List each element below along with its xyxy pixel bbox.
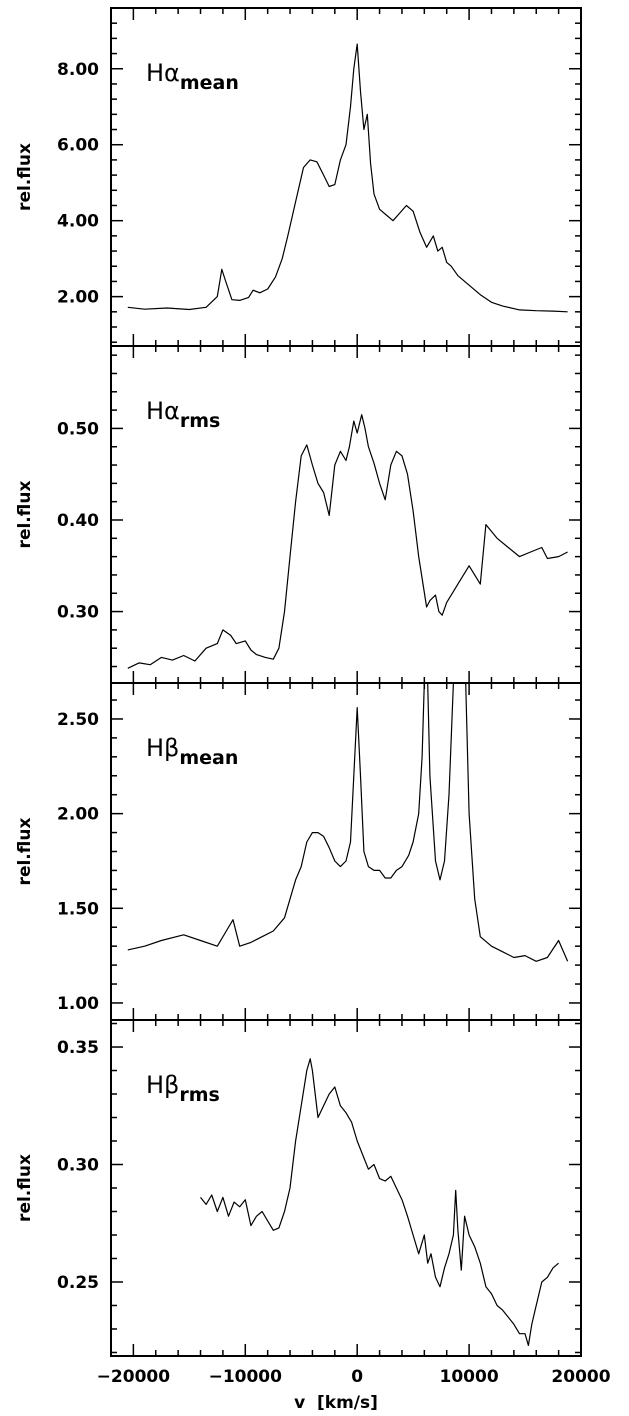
y-axis-label: rel.flux (15, 481, 35, 549)
x-axis-label: v [km/s] (294, 1393, 378, 1413)
y-axis-label: rel.flux (15, 818, 35, 886)
y-tick-label: 2.00 (57, 805, 99, 825)
panel-1: 2.00 4.00 6.00 8.00 rel.flux Hαmean (15, 7, 582, 347)
y-tick-label: 0.40 (57, 511, 99, 531)
panel-title: Hβmean (146, 734, 238, 769)
x-tick-label: 10000 (440, 1367, 499, 1387)
y-axis-label: rel.flux (15, 1154, 35, 1222)
panel-title: Hαrms (146, 397, 220, 432)
series-line-panel-3 (127, 683, 569, 962)
panel-title: Hβrms (146, 1071, 220, 1106)
y-tick-label: 0.35 (57, 1038, 99, 1058)
panel-title-sub: rms (179, 1084, 219, 1106)
panel-frame (110, 682, 582, 1021)
x-tick-label: 0 (351, 1367, 363, 1387)
panels-group: 2.004.006.008.00rel.fluxHαmean0.300.400.… (15, 7, 611, 1387)
y-tick-label: 0.50 (57, 419, 99, 439)
y-tick-label: 0.25 (57, 1273, 99, 1293)
panel-frame (110, 7, 582, 347)
panel-title-main: Hβ (146, 734, 179, 762)
panel-frame (110, 1019, 582, 1357)
x-tick-label: −10000 (209, 1367, 283, 1387)
panel-4: 0.25 0.30 0.35 rel.flux Hβrms (15, 1019, 582, 1357)
y-tick-label: 4.00 (57, 212, 99, 232)
y-tick-label: 1.00 (57, 994, 99, 1014)
y-tick-label: 2.50 (57, 710, 99, 730)
y-axis-label: rel.flux (15, 143, 35, 211)
y-tick-label: 6.00 (57, 136, 99, 156)
panel-title-main: Hα (146, 397, 180, 425)
x-tick-label: −20000 (97, 1367, 171, 1387)
y-tick-label: 0.30 (57, 603, 99, 623)
y-tick-label: 2.00 (57, 288, 99, 308)
panel-title-main: Hβ (146, 1071, 179, 1099)
panel-title: Hαmean (146, 59, 239, 94)
panel-title-sub: mean (180, 72, 239, 94)
panel-2: 0.30 0.40 0.50 rel.flux Hαrms (15, 345, 582, 684)
y-tick-label: 1.50 (57, 899, 99, 919)
panel-title-sub: mean (179, 747, 238, 769)
series-line-panel-1 (127, 43, 568, 313)
panel-title-sub: rms (180, 410, 220, 432)
y-tick-label: 8.00 (57, 60, 99, 80)
panel-title-main: Hα (146, 59, 180, 87)
panel-frame (110, 345, 582, 684)
series-line-panel-4 (200, 1058, 559, 1347)
series-line-panel-2 (127, 414, 568, 669)
panel-3: 1.00 1.50 2.00 2.50 rel.flux Hβmean (15, 682, 582, 1021)
y-tick-label: 0.30 (57, 1156, 99, 1176)
x-tick-label: 20000 (551, 1367, 610, 1387)
